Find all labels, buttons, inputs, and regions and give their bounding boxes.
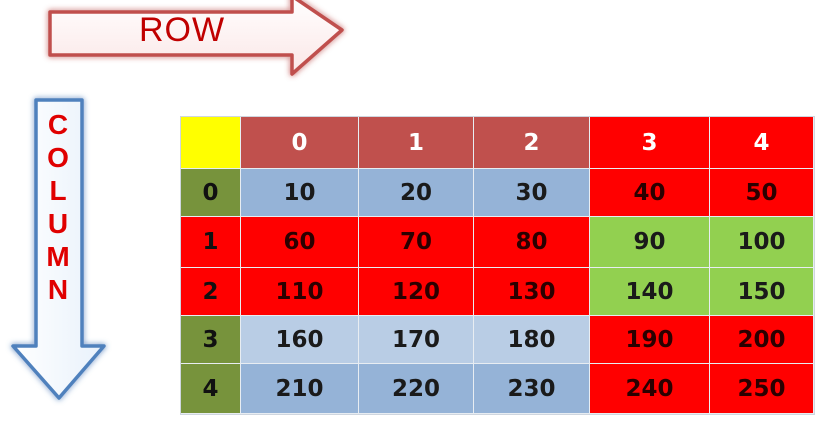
table-cell: 170 <box>359 316 474 364</box>
table-cell: 40 <box>590 169 710 217</box>
down-arrow-icon <box>11 98 106 400</box>
table-cell: 60 <box>241 217 359 268</box>
table-cell: 190 <box>590 316 710 364</box>
table-cell: 70 <box>359 217 474 268</box>
row-label: ROW <box>138 11 226 49</box>
column-letter: C <box>47 109 69 140</box>
table-cell: 250 <box>710 364 814 414</box>
column-header: 4 <box>710 117 814 169</box>
table-cell: 230 <box>474 364 590 414</box>
table-cell: 220 <box>359 364 474 414</box>
column-letter: O <box>47 142 69 173</box>
table-cell: 150 <box>710 268 814 316</box>
row-header: 4 <box>181 364 241 414</box>
column-letter: M <box>46 241 70 272</box>
table-cell: 10 <box>241 169 359 217</box>
table-cell: 80 <box>474 217 590 268</box>
column-letter: L <box>49 175 67 206</box>
column-header: 1 <box>359 117 474 169</box>
table-cell: 210 <box>241 364 359 414</box>
column-label: C O L U M N <box>34 108 82 306</box>
row-header: 2 <box>181 268 241 316</box>
table-cell: 120 <box>359 268 474 316</box>
corner-cell <box>181 117 241 169</box>
table-cell: 160 <box>241 316 359 364</box>
table-cell: 20 <box>359 169 474 217</box>
table-cell: 30 <box>474 169 590 217</box>
row-header: 3 <box>181 316 241 364</box>
column-letter: U <box>47 208 69 239</box>
table-cell: 50 <box>710 169 814 217</box>
column-letter: N <box>47 274 69 305</box>
table-cell: 200 <box>710 316 814 364</box>
table-cell: 100 <box>710 217 814 268</box>
table-cell: 90 <box>590 217 710 268</box>
right-arrow-icon <box>48 0 344 76</box>
table-cell: 140 <box>590 268 710 316</box>
row-header: 1 <box>181 217 241 268</box>
table-cell: 240 <box>590 364 710 414</box>
column-header: 3 <box>590 117 710 169</box>
table-cell: 130 <box>474 268 590 316</box>
row-header: 0 <box>181 169 241 217</box>
column-header: 0 <box>241 117 359 169</box>
column-header: 2 <box>474 117 590 169</box>
table-cell: 180 <box>474 316 590 364</box>
table-cell: 110 <box>241 268 359 316</box>
matrix-table: 0 1 2 3 4 0 10 20 30 40 50 1 60 70 80 90… <box>180 116 815 415</box>
